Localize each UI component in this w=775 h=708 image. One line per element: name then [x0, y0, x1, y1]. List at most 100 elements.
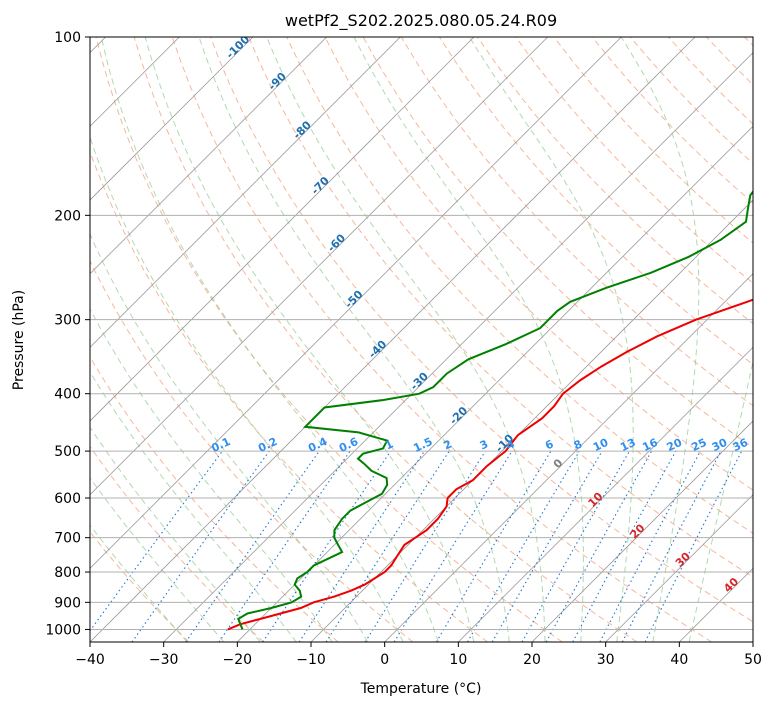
temperature-profile-line	[227, 298, 753, 631]
isotherm-label: -60	[325, 231, 348, 254]
y-axis-label: Pressure (hPa)	[11, 290, 27, 390]
x-tick-label: −10	[296, 652, 326, 668]
skewed-isotherm	[531, 420, 753, 642]
y-tick-label: 300	[54, 313, 81, 329]
mixing-ratio-line	[364, 450, 486, 642]
mixing-ratio-line	[262, 450, 392, 642]
mixing-ratio-line	[599, 450, 701, 642]
mixing-ratio-line	[325, 450, 450, 642]
skewed-isotherm	[458, 346, 753, 642]
dry-adiabat-line	[95, 37, 563, 642]
y-tick-label: 900	[54, 595, 81, 611]
mixing-ratio-label: 25	[689, 436, 708, 454]
moist-adiabat-line	[688, 358, 753, 642]
skewed-isotherm	[384, 273, 753, 642]
mixing-ratio-line	[467, 450, 580, 642]
dry-adiabat-line	[553, 37, 753, 244]
skewed-isotherm	[90, 37, 401, 348]
x-tick-label: 20	[523, 652, 541, 668]
y-tick-label: 600	[54, 491, 81, 507]
dry-adiabat-line	[324, 37, 753, 491]
dry-adiabat-line	[133, 37, 638, 642]
mixing-ratio-line	[435, 450, 552, 642]
mixing-ratio-line	[90, 450, 223, 632]
y-tick-label: 400	[54, 387, 81, 403]
dry-adiabat-line	[90, 356, 339, 642]
dry-adiabat-line	[744, 37, 753, 47]
moist-adiabat-line	[90, 308, 333, 642]
plot-frame	[89, 36, 754, 643]
dry-adiabat-line	[248, 37, 753, 578]
mixing-ratio-label: 0.6	[337, 435, 360, 455]
dry-adiabat-line	[90, 150, 488, 642]
skewed-isotherm	[163, 52, 753, 642]
mixing-ratio-line	[218, 450, 351, 642]
moist-adiabat-label: 20	[628, 521, 648, 541]
dewpoint-profile-line	[237, 190, 753, 630]
dry-adiabat-line	[90, 259, 414, 642]
mixing-ratio-label: 0.4	[306, 435, 329, 455]
isotherm-label: -50	[342, 288, 365, 311]
mixing-ratio-label: 13	[618, 436, 637, 454]
chart-title: wetPf2_S202.2025.080.05.24.R09	[285, 11, 557, 31]
skewed-isotherm	[752, 641, 753, 642]
plot-area: -100-90-80-70-60-50-40-30-20-100.1 0.2 0.4…	[90, 37, 753, 642]
dry-adiabat-line	[438, 37, 753, 366]
dry-adiabat-line	[90, 531, 190, 642]
x-axis-label: Temperature (°C)	[360, 681, 482, 697]
skewed-isotherm	[679, 567, 753, 642]
y-tick-label: 700	[54, 531, 81, 547]
x-tick-label: −40	[75, 652, 105, 668]
moist-adiabat-line	[90, 370, 297, 642]
mixing-ratio-label: 10	[591, 436, 611, 454]
moist-adiabat-line	[100, 37, 439, 642]
moist-adiabat-line	[90, 232, 369, 642]
mixing-ratio-label: 1	[383, 437, 395, 452]
skewed-isotherm	[90, 37, 622, 569]
mixing-ratio-label: 3	[478, 437, 490, 452]
dry-adiabat-line	[171, 37, 712, 642]
dry-adiabat-line	[286, 37, 753, 534]
y-tick-label: 500	[54, 444, 81, 460]
x-tick-label: 30	[597, 652, 615, 668]
mixing-ratio-label: 16	[640, 436, 660, 454]
x-tick-label: 0	[380, 652, 389, 668]
moist-adiabat-line	[90, 135, 404, 642]
y-tick-label: 1000	[45, 622, 81, 638]
mixing-ratio-label: 1.5	[411, 435, 434, 455]
y-tick-label: 200	[54, 208, 81, 224]
skewed-isotherm	[90, 37, 696, 642]
x-tick-label: −20	[223, 652, 253, 668]
isotherm-label: -20	[447, 404, 470, 427]
x-tick-label: 40	[670, 652, 688, 668]
skewed-isotherm	[237, 125, 753, 642]
isotherm-label: -90	[266, 70, 289, 93]
mixing-ratio-line	[644, 450, 743, 642]
moist-adiabat-line	[620, 37, 700, 642]
moist-adiabat-line	[144, 37, 475, 642]
skewed-isotherm	[90, 37, 254, 201]
mixing-ratio-line	[185, 450, 320, 642]
moist-adiabat-label: 30	[673, 549, 693, 569]
mixing-ratio-label: 30	[710, 436, 730, 454]
skewed-isotherm	[90, 37, 327, 275]
mixing-ratio-label: 36	[731, 436, 751, 454]
x-tick-label: 10	[449, 652, 467, 668]
x-axis: −40 −30 −20 −10 0 10 20 30 40 50	[75, 642, 762, 668]
moist-adiabat-line	[90, 426, 261, 642]
moist-adiabat-line	[198, 37, 510, 642]
mixing-ratio-label: 20	[665, 436, 685, 454]
mixing-ratio-labels: 0.1 0.2 0.4 0.6 1 1.5 2 3 4 6 8 10 13 16 20 25 30 36	[209, 435, 750, 455]
mixing-ratio-label: 0.1	[209, 435, 232, 455]
isotherm-label: -80	[291, 118, 314, 141]
mixing-ratio-label: 6	[543, 437, 556, 452]
skewed-isotherm	[605, 494, 753, 642]
y-tick-label: 100	[54, 30, 81, 46]
mixing-ratio-line	[393, 450, 513, 642]
y-axis: 1000 900 800 700 600 500 400 300 200 100	[45, 30, 90, 638]
moist-adiabat-line	[90, 476, 225, 642]
moist-adiabat-label: 10	[586, 490, 606, 510]
mixing-ratio-line	[545, 450, 653, 642]
isotherm-label: -70	[309, 174, 332, 197]
